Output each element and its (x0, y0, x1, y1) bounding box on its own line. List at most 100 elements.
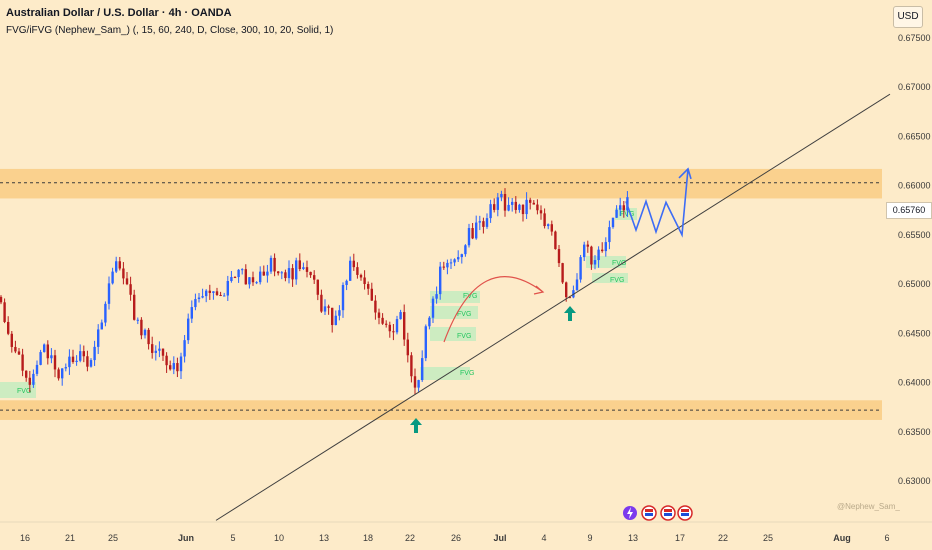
curve-arrowhead (533, 285, 545, 295)
candle-body (223, 295, 226, 297)
resistance-zone (0, 168, 882, 199)
candle-body (79, 351, 82, 361)
candle-body (568, 297, 571, 299)
candle-body (277, 271, 280, 274)
candle-body (143, 329, 147, 336)
fvg-label: FVG (463, 293, 477, 300)
candle-body (593, 260, 597, 265)
candle-body (302, 267, 305, 270)
candles-layer (0, 188, 629, 395)
candle-body (439, 266, 442, 295)
candle-body (136, 319, 139, 321)
fvg-label: FVG (457, 311, 471, 318)
candle-body (403, 312, 406, 340)
candle-body (338, 310, 341, 316)
candle-body (248, 277, 251, 285)
candle-body (39, 352, 42, 365)
candle-body (539, 210, 543, 214)
candle-body (529, 199, 532, 203)
candle-body (244, 269, 247, 285)
price-tick: 0.64000 (898, 378, 931, 388)
candle-body (172, 363, 175, 370)
candle-body (619, 205, 622, 210)
candle-body (536, 204, 539, 211)
time-tick: 6 (884, 533, 889, 543)
candle-body (352, 260, 355, 268)
candle-body (230, 277, 233, 282)
candle-body (226, 281, 229, 296)
candle-body (75, 360, 78, 362)
up-arrow-marker (564, 306, 576, 321)
candle-body (482, 221, 485, 227)
events-layer (623, 505, 693, 521)
candle-body (280, 272, 283, 274)
candle-body (201, 296, 204, 298)
candle-body (449, 262, 453, 264)
time-tick: Jun (178, 533, 194, 543)
indicator-label[interactable]: FVG/iFVG (Nephew_Sam_) (, 15, 60, 240, D… (6, 25, 334, 36)
candle-body (334, 315, 337, 326)
candle-body (431, 298, 435, 318)
candle-body (262, 271, 265, 276)
time-tick: Aug (833, 533, 851, 543)
candle-body (194, 299, 197, 308)
candle-body (349, 260, 352, 281)
candle-body (464, 245, 467, 255)
up-arrow-marker (410, 418, 422, 433)
time-tick: 9 (587, 533, 592, 543)
candle-body (525, 199, 528, 215)
price-axis: 0.67500 0.67000 0.66500 0.66000 0.65500 0.650… (898, 33, 931, 486)
flag-stripe (664, 509, 672, 512)
candle-body (93, 346, 96, 361)
candle-body (622, 205, 625, 211)
candle-body (500, 193, 503, 198)
candle-body (471, 228, 474, 239)
price-tick: 0.66000 (898, 181, 931, 191)
candle-body (273, 257, 276, 272)
candle-body (395, 319, 399, 333)
candle-body (435, 294, 438, 299)
candle-body (125, 278, 129, 285)
fvg-zone (0, 382, 36, 398)
candle-body (493, 204, 496, 210)
candle-body (111, 271, 114, 284)
candle-body (183, 340, 186, 357)
projection-path (625, 168, 689, 238)
candle-body (57, 369, 60, 379)
time-tick: 22 (405, 533, 415, 543)
candle-body (417, 380, 420, 388)
candle-body (89, 360, 93, 367)
candle-body (377, 312, 381, 318)
candle-body (309, 271, 312, 276)
price-tick: 0.63500 (898, 427, 931, 437)
candle-body (165, 355, 168, 366)
candle-body (197, 297, 201, 300)
chart-title: Australian Dollar / U.S. Dollar · 4h · O… (6, 7, 232, 19)
candle-body (475, 222, 478, 239)
candle-body (370, 288, 373, 301)
candle-body (327, 306, 330, 308)
candle-body (611, 217, 615, 228)
candle-body (489, 204, 492, 219)
time-tick: 18 (363, 533, 373, 543)
candle-body (511, 201, 514, 205)
candle-body (557, 249, 561, 264)
candle-body (453, 259, 456, 263)
candle-body (219, 294, 222, 296)
currency-button[interactable]: USD (893, 6, 923, 28)
candle-body (615, 209, 618, 218)
candle-body (118, 261, 121, 269)
candle-body (269, 257, 273, 272)
candle-body (514, 201, 517, 210)
candle-body (518, 204, 521, 210)
candle-body (46, 344, 49, 359)
candle-body (115, 261, 118, 272)
candle-body (316, 279, 319, 295)
candle-body (385, 323, 388, 325)
price-tick: 0.67000 (898, 82, 931, 92)
candle-body (601, 249, 604, 252)
candle-body (100, 322, 103, 330)
candle-body (313, 275, 316, 280)
